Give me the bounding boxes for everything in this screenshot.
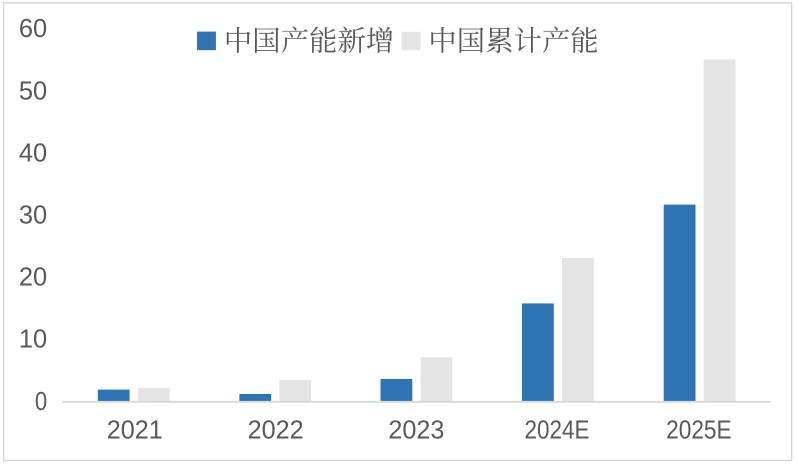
svg-text:2021: 2021 (107, 414, 163, 444)
svg-text:2025E: 2025E (666, 414, 732, 444)
svg-text:2024E: 2024E (525, 414, 590, 444)
svg-text:50: 50 (19, 75, 47, 105)
svg-text:40: 40 (19, 137, 47, 167)
svg-text:10: 10 (19, 324, 47, 354)
svg-text:20: 20 (19, 262, 47, 292)
svg-text:0: 0 (35, 386, 47, 416)
svg-text:60: 60 (19, 13, 47, 43)
svg-text:2023: 2023 (388, 414, 444, 444)
svg-text:2022: 2022 (248, 414, 304, 444)
svg-text:30: 30 (19, 199, 47, 229)
